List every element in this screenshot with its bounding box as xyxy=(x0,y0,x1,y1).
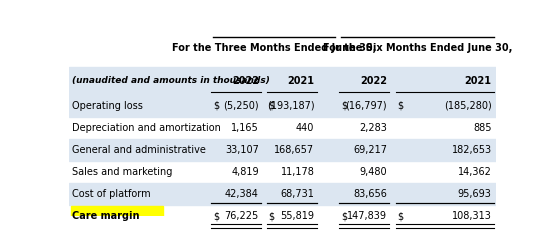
Text: (5,250): (5,250) xyxy=(223,101,259,111)
Text: $: $ xyxy=(341,211,348,221)
Text: (185,280): (185,280) xyxy=(444,101,491,111)
Text: $: $ xyxy=(341,101,348,111)
Text: $: $ xyxy=(398,101,404,111)
Text: (193,187): (193,187) xyxy=(267,101,315,111)
Text: 2022: 2022 xyxy=(232,76,259,86)
Text: (unaudited and amounts in thousands): (unaudited and amounts in thousands) xyxy=(72,76,270,85)
Text: Sales and marketing: Sales and marketing xyxy=(72,167,172,177)
Text: 1,165: 1,165 xyxy=(231,123,259,133)
Bar xyxy=(69,139,496,161)
Text: 76,225: 76,225 xyxy=(225,211,259,221)
Text: 42,384: 42,384 xyxy=(225,189,259,199)
Bar xyxy=(69,95,496,117)
Text: Depreciation and amortization: Depreciation and amortization xyxy=(72,123,221,133)
Text: Care margin: Care margin xyxy=(72,211,140,221)
Text: For the Three Months Ended June 30,: For the Three Months Ended June 30, xyxy=(172,43,376,53)
Text: 182,653: 182,653 xyxy=(451,145,491,155)
Text: $: $ xyxy=(213,101,219,111)
Text: 9,480: 9,480 xyxy=(359,167,387,177)
Text: 55,819: 55,819 xyxy=(280,211,315,221)
Text: 885: 885 xyxy=(473,123,491,133)
Text: $: $ xyxy=(398,211,404,221)
Text: 108,313: 108,313 xyxy=(452,211,491,221)
Text: 2022: 2022 xyxy=(360,76,387,86)
Text: 2021: 2021 xyxy=(288,76,315,86)
Text: 68,731: 68,731 xyxy=(280,189,315,199)
Text: 69,217: 69,217 xyxy=(353,145,387,155)
Text: Cost of platform: Cost of platform xyxy=(72,189,151,199)
Text: $: $ xyxy=(213,211,219,221)
Text: (16,797): (16,797) xyxy=(345,101,387,111)
Text: General and administrative: General and administrative xyxy=(72,145,206,155)
Text: 33,107: 33,107 xyxy=(225,145,259,155)
Text: 4,819: 4,819 xyxy=(231,167,259,177)
Bar xyxy=(69,67,496,95)
Text: 147,839: 147,839 xyxy=(347,211,387,221)
Text: $: $ xyxy=(269,211,275,221)
Text: 83,656: 83,656 xyxy=(353,189,387,199)
Text: 95,693: 95,693 xyxy=(458,189,491,199)
Text: 2,283: 2,283 xyxy=(359,123,387,133)
Text: 14,362: 14,362 xyxy=(458,167,491,177)
Text: 168,657: 168,657 xyxy=(274,145,315,155)
Text: 440: 440 xyxy=(296,123,315,133)
Text: $: $ xyxy=(269,101,275,111)
Text: 2021: 2021 xyxy=(464,76,491,86)
Text: 11,178: 11,178 xyxy=(280,167,315,177)
Text: For the Six Months Ended June 30,: For the Six Months Ended June 30, xyxy=(323,43,512,53)
Text: Operating loss: Operating loss xyxy=(72,101,143,111)
Bar xyxy=(69,183,496,205)
Bar xyxy=(72,206,163,226)
